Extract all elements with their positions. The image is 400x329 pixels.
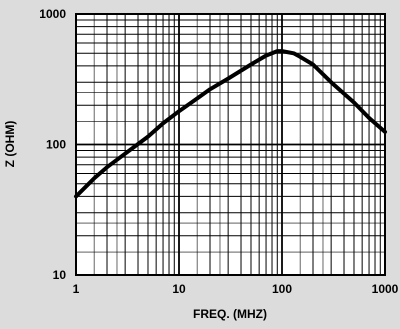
- y-tick-label: 1000: [39, 7, 66, 21]
- y-tick-label: 100: [46, 138, 66, 152]
- y-axis-label: Z (OHM): [3, 121, 17, 168]
- grid-lines: [76, 14, 385, 275]
- x-tick-label: 100: [272, 282, 292, 296]
- x-tick-label: 1000: [372, 282, 399, 296]
- x-axis-label: FREQ. (MHZ): [193, 307, 267, 321]
- impedance-curve: [74, 49, 387, 199]
- tick-labels: 1 10 100 1000 10 100 1000: [39, 7, 398, 296]
- y-tick-label: 10: [53, 268, 67, 282]
- x-tick-label: 1: [73, 282, 80, 296]
- x-tick-label: 10: [172, 282, 186, 296]
- series-layer: [74, 49, 387, 199]
